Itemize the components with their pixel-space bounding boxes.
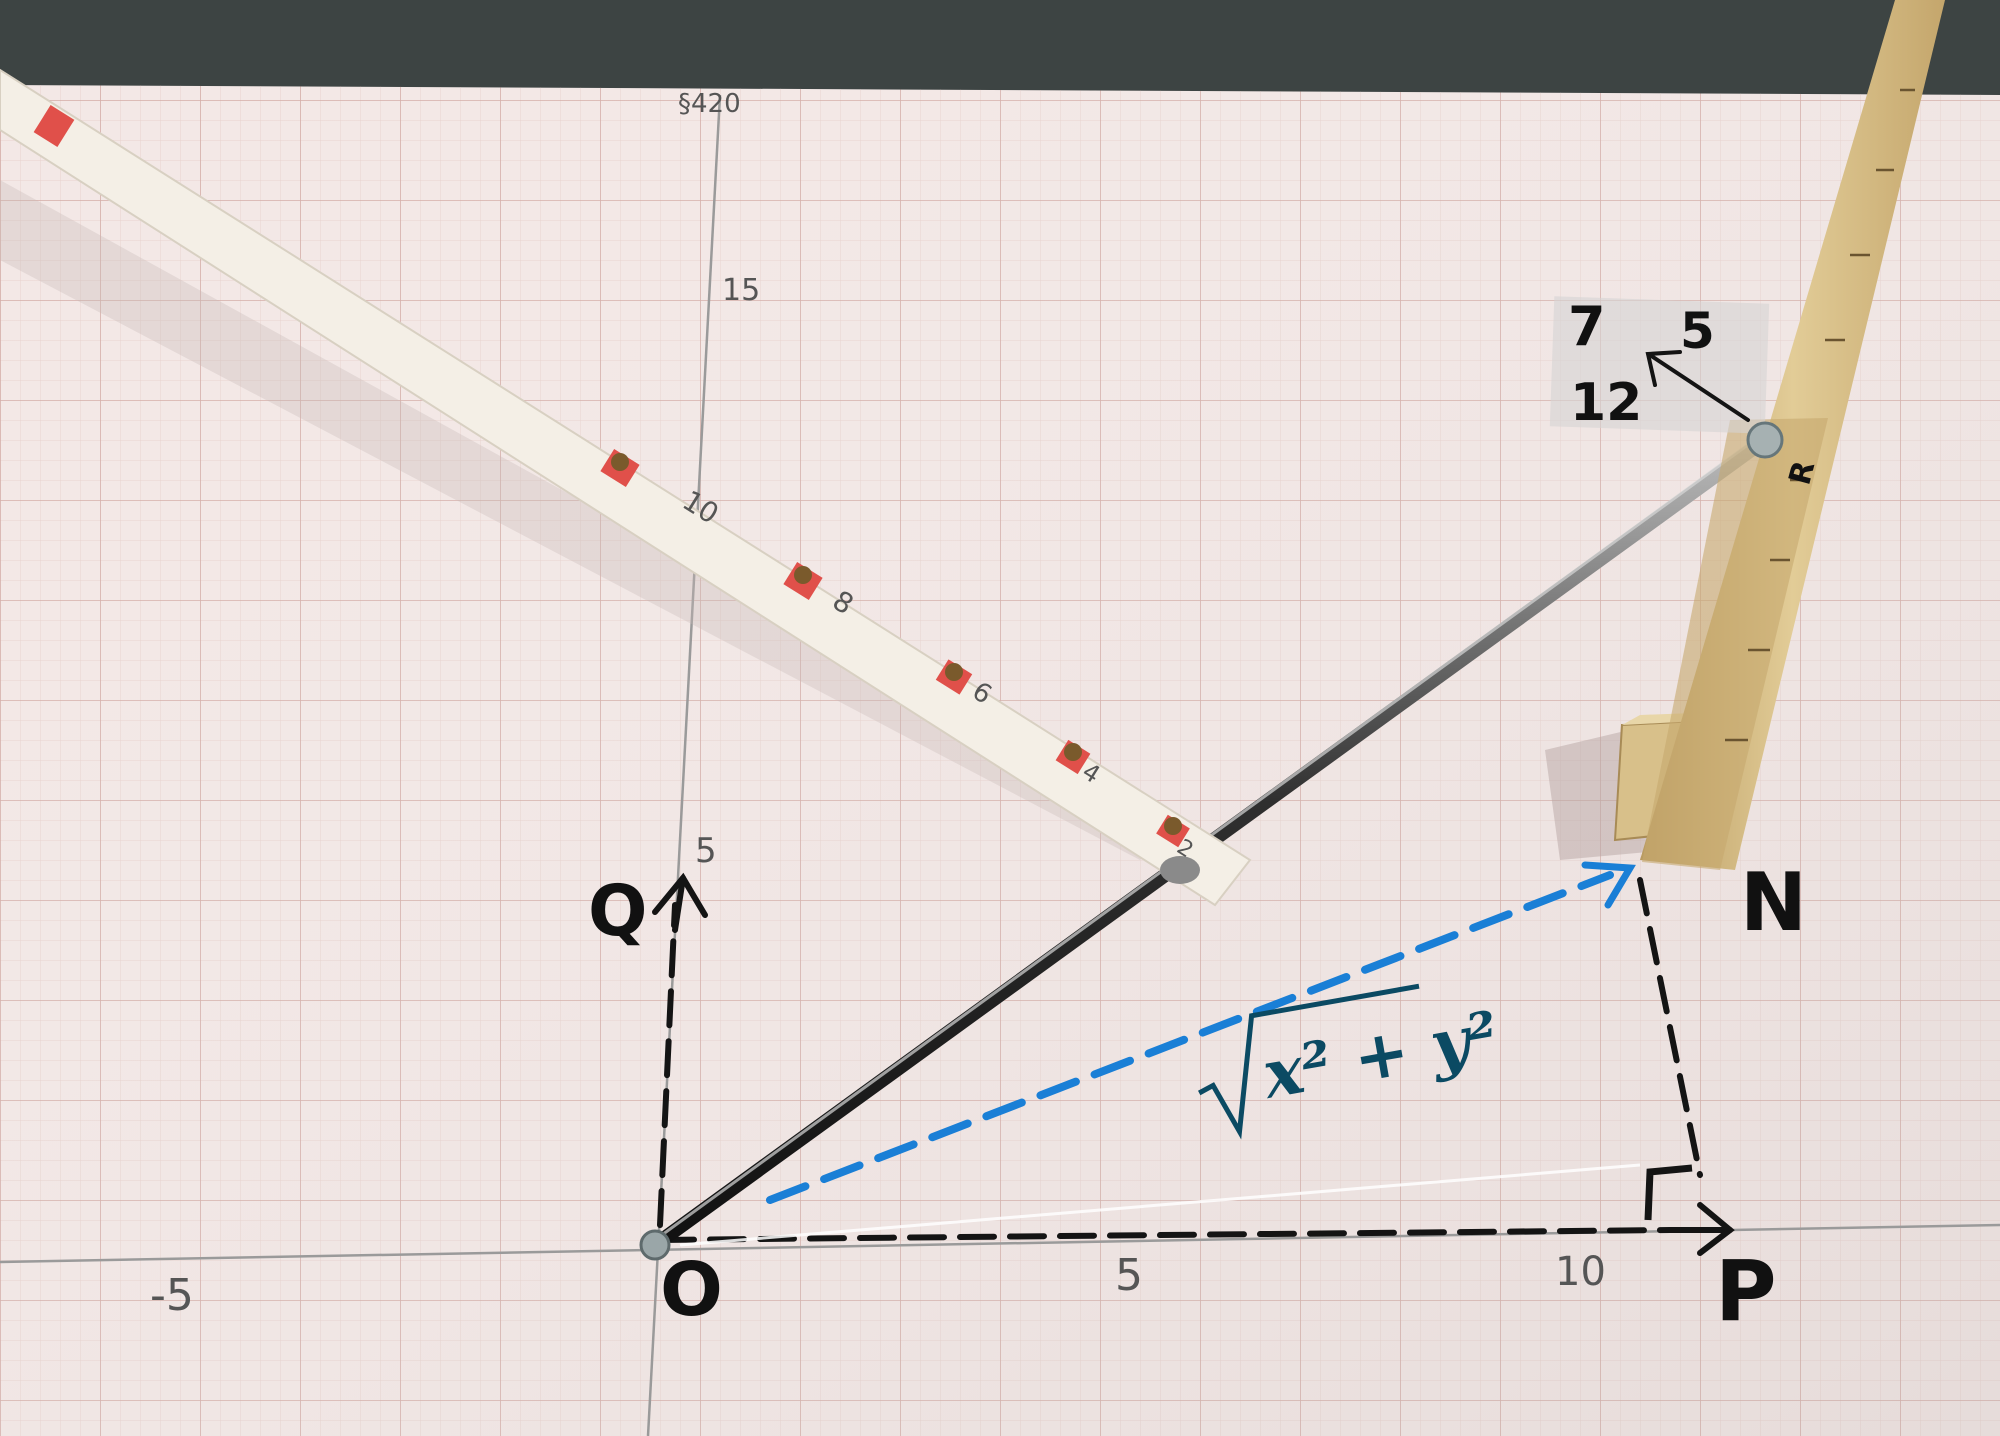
x-tick-5: 5 [1115,1250,1143,1301]
sticker-number-12: 12 [1570,373,1642,433]
sticker-number-5: 5 [1680,302,1715,360]
y-tick-5: 5 [695,831,717,871]
point-label-o: O [660,1247,723,1333]
y-tick-15: 15 [722,273,760,308]
blue-dashed-diagonal [766,871,1614,1204]
sticker-arrow [1645,350,1750,422]
y-tick-top: §420 [678,89,741,119]
right-angle-marker [1644,1164,1693,1221]
arrow-to-q [652,872,708,933]
point-label-q: Q [588,870,648,952]
paper-straw [0,68,1252,907]
post-ruler-ticks [1725,88,1915,742]
straw-end-hole [1160,856,1200,884]
point-label-p: P [1715,1242,1777,1340]
x-tick-10: 10 [1555,1249,1606,1295]
straw-marks [33,105,1190,848]
white-string [679,1163,1641,1247]
sticker-number-7: 7 [1568,295,1606,358]
r-pivot [1746,421,1784,459]
dashed-projection-lines [657,877,1703,1243]
origin-pivot [639,1229,671,1261]
blue-arrowhead [1581,861,1636,909]
arrow-to-p [1667,1202,1735,1256]
point-label-n: N [1740,856,1807,949]
straw-shadow [0,180,1160,860]
x-tick-neg5: -5 [150,1270,194,1321]
